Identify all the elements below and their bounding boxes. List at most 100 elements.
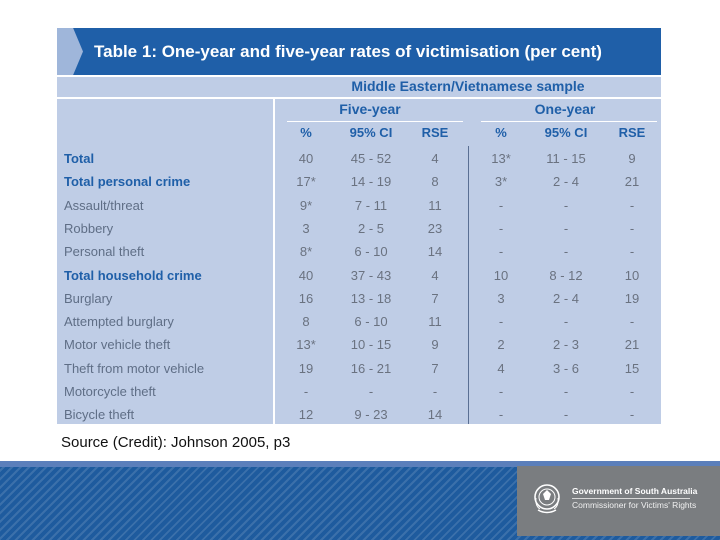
- row-label: Motorcycle theft: [64, 384, 156, 399]
- table-cell: -: [498, 197, 504, 213]
- group-one-year: One-year: [534, 101, 596, 117]
- row-label: Theft from motor vehicle: [64, 360, 205, 376]
- table-cell: 14: [427, 407, 443, 423]
- row-label: Assault/threat: [64, 197, 144, 213]
- table-cell: 13*: [491, 151, 511, 166]
- table-cell: 4: [431, 151, 439, 166]
- title-tab-arrow: [57, 28, 83, 75]
- sample-label: Middle Eastern/Vietnamese sample: [351, 78, 585, 94]
- table-cell: -: [563, 220, 569, 236]
- table-cell: -: [368, 384, 374, 399]
- table-cell: 11: [428, 314, 442, 330]
- row-label: Motor vehicle theft: [64, 337, 171, 353]
- table-cell: -: [498, 314, 504, 330]
- table-cell: 9*: [299, 197, 313, 213]
- group-five-year: Five-year: [339, 101, 401, 117]
- table-cell: 6 - 10: [354, 314, 388, 330]
- table-cell: 6 - 10: [354, 244, 388, 260]
- table-cell: 3*: [494, 174, 508, 190]
- table-cell: 3: [302, 220, 310, 236]
- table-cell: -: [498, 244, 504, 260]
- table-cell: 19: [298, 360, 314, 376]
- table-cell: 4: [497, 360, 505, 376]
- table-cell: 14 - 19: [350, 174, 392, 190]
- table-cell: -: [498, 407, 504, 423]
- table-cell: 10: [493, 267, 509, 283]
- table-cell: 21: [624, 337, 640, 353]
- table-cell: 13 - 18: [350, 290, 392, 306]
- table-cell: -: [629, 314, 635, 330]
- table-cell: 10: [624, 267, 640, 283]
- table-cell: 9: [628, 151, 636, 166]
- government-badge: Government of South Australia Commission…: [517, 466, 720, 536]
- table-cell: 21: [624, 174, 640, 190]
- table-cell: 3 - 6: [552, 360, 579, 376]
- row-label: Total: [64, 151, 95, 166]
- row-label: Total household crime: [64, 267, 202, 283]
- five-year-rule: [287, 121, 463, 122]
- table-cell: 11 - 15: [546, 151, 586, 166]
- table-cell: -: [498, 220, 504, 236]
- table-cell: -: [303, 384, 309, 399]
- table-cell: 12: [298, 407, 314, 423]
- source-note: Source (Credit): Johnson 2005, p3: [61, 434, 291, 451]
- table-cell: 2 - 4: [552, 174, 579, 190]
- table-cell: 10 - 15: [350, 337, 392, 353]
- government-name: Government of South Australia: [572, 486, 698, 496]
- table-row: Total personal crime 17* 14 - 19 8 3* 2 - 4 21: [57, 171, 661, 194]
- title-gap: [57, 75, 661, 77]
- row-label: Attempted burglary: [64, 314, 174, 330]
- coat-of-arms-icon: [534, 484, 560, 514]
- table-cell: 16 - 21: [350, 360, 392, 376]
- table-cell: 23: [427, 220, 443, 236]
- table-cell: -: [563, 314, 569, 330]
- table-row: Personal theft 8* 6 - 10 14 - - -: [57, 241, 661, 264]
- row-label: Robbery: [64, 220, 114, 236]
- table-cell: 11: [428, 197, 442, 213]
- victimisation-table: Table 1: One-year and five-year rates of…: [57, 28, 661, 424]
- table-cell: 2 - 3: [552, 337, 579, 353]
- label-column-divider: [273, 99, 275, 424]
- office-name: Commissioner for Victims' Rights: [572, 500, 697, 510]
- row-label: Total personal crime: [64, 174, 191, 190]
- col-header-five-ci: 95% CI: [349, 125, 393, 140]
- period-divider: [468, 146, 469, 424]
- table-cell: 40: [298, 267, 314, 283]
- table-title-bar: Table 1: One-year and five-year rates of…: [57, 28, 661, 75]
- table-cell: 3: [497, 290, 505, 306]
- table-cell: 17*: [296, 174, 316, 190]
- table-cell: -: [629, 407, 635, 423]
- table-cell: 7: [431, 290, 439, 306]
- government-divider: [572, 498, 690, 499]
- one-year-rule: [481, 121, 657, 122]
- footer-top-line: [0, 461, 720, 467]
- table-cell: 37 - 43: [350, 267, 392, 283]
- table-cell: 2: [497, 337, 505, 353]
- table-row: Motorcycle theft - - - - - -: [57, 381, 661, 404]
- table-row: Robbery 3 2 - 5 23 - - -: [57, 218, 661, 241]
- table-cell: -: [498, 384, 504, 399]
- table-cell: 2 - 5: [357, 220, 384, 236]
- table-cell: -: [563, 407, 569, 423]
- table-row: Theft from motor vehicle 19 16 - 21 7 4 3 - 6…: [57, 358, 661, 381]
- table-row: Burglary 16 13 - 18 7 3 2 - 4 19: [57, 288, 661, 311]
- row-label: Personal theft: [64, 244, 145, 260]
- col-header-one-ci: 95% CI: [544, 125, 588, 140]
- row-label: Burglary: [64, 290, 113, 306]
- row-label: Bicycle theft: [64, 407, 135, 423]
- table-cell: 14: [427, 244, 443, 260]
- table-row: Total 40 45 - 52 4 13* 11 - 15 9: [57, 148, 661, 171]
- table-cell: -: [629, 197, 635, 213]
- table-cell: 8: [302, 314, 310, 330]
- table-cell: -: [563, 244, 569, 260]
- table-row: Total household crime 40 37 - 43 4 10 8 - 12 1…: [57, 265, 661, 288]
- table-row: Bicycle theft 12 9 - 23 14 - - -: [57, 404, 661, 427]
- table-row: Attempted burglary 8 6 - 10 11 - - -: [57, 311, 661, 334]
- table-cell: 9 - 23: [354, 407, 388, 423]
- table-cell: -: [432, 384, 438, 399]
- col-header-five-percent: %: [300, 125, 312, 140]
- sample-divider: [57, 97, 661, 99]
- table-cell: 9: [431, 337, 439, 353]
- col-header-one-rse: RSE: [618, 125, 646, 140]
- table-title: Table 1: One-year and five-year rates of…: [94, 42, 602, 61]
